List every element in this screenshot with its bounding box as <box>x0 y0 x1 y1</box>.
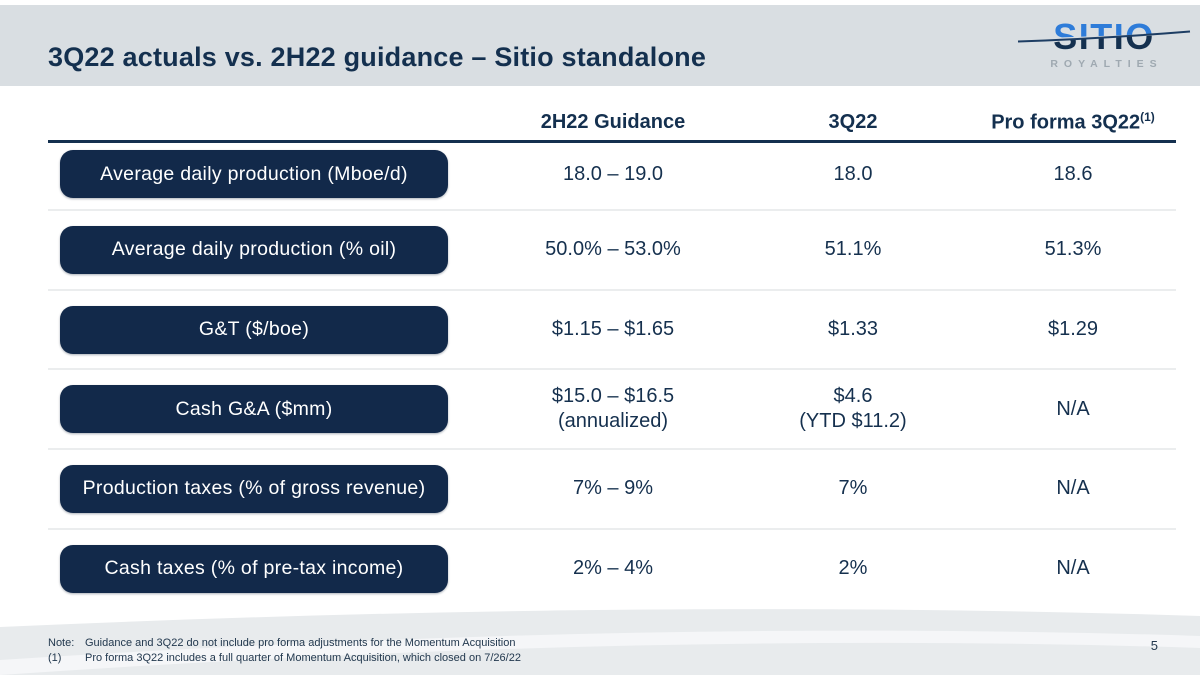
logo-text-blue: SITIO <box>1053 16 1155 57</box>
footnotes: Note: Guidance and 3Q22 do not include p… <box>48 636 521 666</box>
proforma-value: N/A <box>1056 397 1090 420</box>
footnote-label: Note: <box>48 637 75 649</box>
actual-value: $4.6 (YTD $11.2) <box>799 385 907 433</box>
column-header-3q22: 3Q22 <box>828 110 878 133</box>
sitio-wordmark: SITIO SITIO SITIO <box>1017 16 1191 57</box>
footnote-text: Pro forma 3Q22 includes a full quarter o… <box>85 652 521 664</box>
slide-title: 3Q22 actuals vs. 2H22 guidance – Sitio s… <box>48 42 707 72</box>
footnote-1: (1) Pro forma 3Q22 includes a full quart… <box>48 651 521 666</box>
table-row: Average daily production (% oil) 50.0% –… <box>48 209 1176 289</box>
proforma-value: N/A <box>1056 477 1090 500</box>
metric-label-pill: Cash taxes (% of pre-tax income) <box>60 544 448 593</box>
sitio-logo: SITIO SITIO SITIO ROYALTIES <box>1017 16 1191 70</box>
guidance-value: 18.0 – 19.0 <box>562 162 664 185</box>
guidance-value: 2% – 4% <box>572 557 654 580</box>
actual-value: 18.0 <box>833 162 873 185</box>
metric-label-pill: Average daily production (Mboe/d) <box>60 150 448 198</box>
proforma-value: 51.3% <box>1044 238 1102 261</box>
table-row: Production taxes (% of gross revenue) 7%… <box>48 448 1176 528</box>
footnote-note: Note: Guidance and 3Q22 do not include p… <box>48 636 521 651</box>
column-header-proforma: Pro forma 3Q22(1) <box>991 110 1155 134</box>
metric-label-pill: G&T ($/boe) <box>60 305 448 354</box>
footnote-label: (1) <box>48 652 62 664</box>
logo-tagline: ROYALTIES <box>1050 58 1163 70</box>
footnote-text: Guidance and 3Q22 do not include pro for… <box>85 637 516 649</box>
column-header-guidance: 2H22 Guidance <box>540 110 686 133</box>
metrics-table: Average daily production (Mboe/d) 18.0 –… <box>48 139 1176 607</box>
guidance-value: $1.15 – $1.65 <box>551 318 675 341</box>
bottom-swoosh-decoration <box>0 609 1200 675</box>
actual-value: 2% <box>838 557 868 580</box>
table-row: Cash G&A ($mm) $15.0 – $16.5 (annualized… <box>48 368 1176 448</box>
logo-swoosh-icon <box>1017 30 1191 43</box>
guidance-value: 50.0% – 53.0% <box>545 238 681 261</box>
proforma-value: 18.6 <box>1053 162 1093 185</box>
header-band: 3Q22 actuals vs. 2H22 guidance – Sitio s… <box>0 5 1200 86</box>
footnote-marker: (1) <box>1140 110 1155 124</box>
proforma-value: $1.29 <box>1047 318 1099 341</box>
proforma-value: N/A <box>1056 557 1090 580</box>
table-header: 2H22 Guidance 3Q22 Pro forma 3Q22(1) <box>48 110 1176 143</box>
metric-label-pill: Production taxes (% of gross revenue) <box>60 464 448 513</box>
table-row: Average daily production (Mboe/d) 18.0 –… <box>48 139 1176 209</box>
metric-label-pill: Average daily production (% oil) <box>60 225 448 274</box>
metric-label-pill: Cash G&A ($mm) <box>60 385 448 434</box>
actual-value: $1.33 <box>827 318 879 341</box>
table-row: Cash taxes (% of pre-tax income) 2% – 4%… <box>48 527 1176 608</box>
guidance-value: $15.0 – $16.5 (annualized) <box>551 385 675 433</box>
logo-text-navy: SITIO <box>1053 16 1155 57</box>
guidance-value: 7% – 9% <box>572 477 654 500</box>
table-row: G&T ($/boe) $1.15 – $1.65 $1.33 $1.29 <box>48 288 1176 369</box>
actual-value: 7% <box>838 477 868 500</box>
actual-value: 51.1% <box>824 238 882 261</box>
page-number: 5 <box>1150 638 1158 653</box>
